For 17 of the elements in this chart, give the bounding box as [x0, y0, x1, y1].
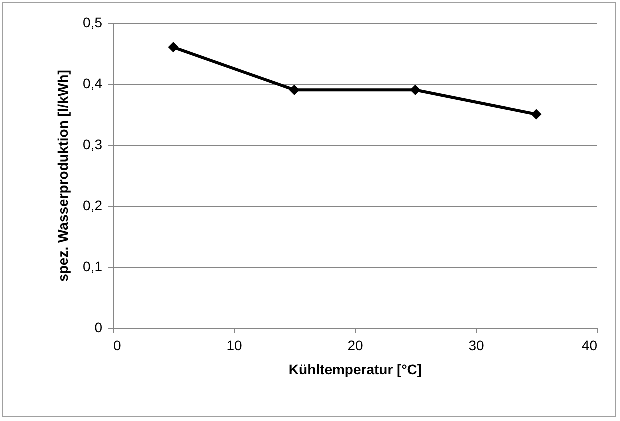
point	[289, 84, 300, 96]
point	[410, 84, 421, 96]
y-axis-title: spez. Wasserproduktion [l/kWh]	[55, 70, 72, 282]
y-tick-label: 0	[94, 320, 103, 336]
point	[168, 42, 179, 53]
x-tick-label: 20	[348, 338, 364, 354]
y-tick-label: 0,3	[83, 136, 103, 152]
x-tick-label: 0	[114, 338, 122, 354]
x-tick-label: 40	[582, 338, 598, 354]
point	[531, 109, 542, 120]
y-tick-label: 0,2	[83, 198, 103, 214]
y-tick-label: 0,5	[83, 14, 103, 30]
y-tick-label: 0,4	[83, 76, 103, 92]
x-tick-label: 10	[226, 338, 242, 354]
x-axis-title: Kühltemperatur [°C]	[288, 362, 422, 378]
x-tick-label: 30	[468, 338, 484, 354]
y-tick-label: 0,1	[83, 258, 103, 274]
